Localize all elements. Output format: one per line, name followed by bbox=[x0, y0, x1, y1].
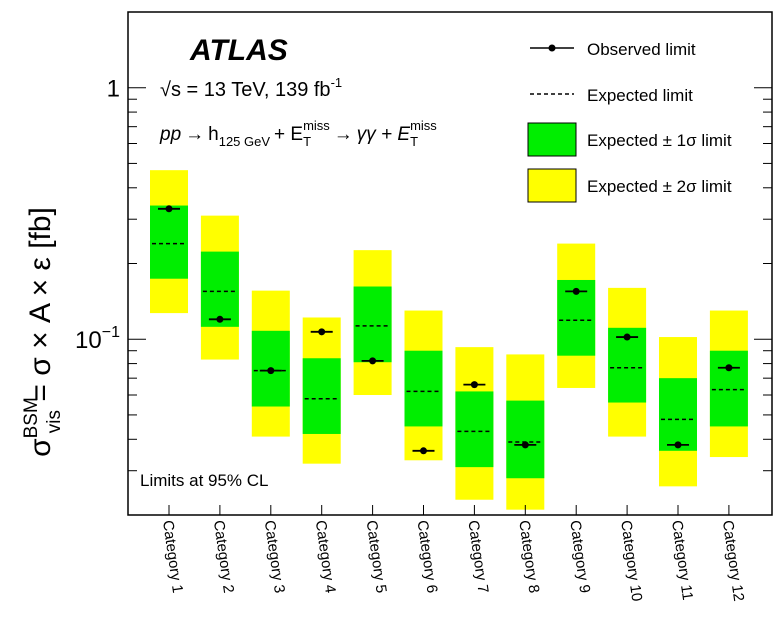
expected-bands-layer bbox=[150, 170, 748, 510]
y-axis-ticks: 1 10−1 bbox=[75, 11, 772, 516]
observed-limit-point bbox=[318, 328, 326, 336]
band-1sigma bbox=[506, 400, 545, 479]
legend-2sigma-label: Expected ± 2σ limit bbox=[587, 177, 732, 196]
legend-2sigma: Expected ± 2σ limit bbox=[527, 168, 732, 203]
band-1sigma bbox=[302, 358, 341, 434]
y-axis-title: σBSM vis = σ × A × ε [fb] bbox=[21, 207, 65, 457]
x-tick-label: Category 9 bbox=[566, 519, 593, 594]
legend-1sigma: Expected ± 1σ limit bbox=[527, 122, 732, 157]
legend-expected-label: Expected limit bbox=[587, 86, 693, 105]
legend: Observed limit Expected limit Expected ±… bbox=[527, 40, 732, 203]
x-tick-label: Category 5 bbox=[363, 519, 390, 594]
legend-1sigma-label: Expected ± 1σ limit bbox=[587, 131, 732, 150]
observed-limit-point bbox=[165, 205, 173, 213]
observed-limit-point bbox=[725, 364, 733, 372]
legend-expected: Expected limit bbox=[530, 86, 693, 105]
x-tick-label: Category 12 bbox=[719, 519, 747, 602]
band-1sigma bbox=[150, 205, 188, 279]
legend-observed: Observed limit bbox=[530, 40, 696, 59]
observed-limit-point bbox=[470, 381, 478, 389]
x-tick-label: Category 3 bbox=[261, 519, 288, 594]
x-tick-label: Category 8 bbox=[515, 519, 542, 594]
band-1sigma bbox=[455, 391, 494, 468]
band-1sigma bbox=[404, 350, 443, 427]
observed-limit-point bbox=[572, 287, 580, 295]
legend-observed-label: Observed limit bbox=[587, 40, 696, 59]
band-1sigma bbox=[709, 350, 748, 427]
x-tick-label: Category 2 bbox=[210, 519, 237, 594]
band-1sigma bbox=[659, 378, 697, 451]
observed-limit-point bbox=[674, 441, 682, 449]
band-1sigma bbox=[353, 286, 392, 363]
x-tick-label: Category 7 bbox=[464, 519, 491, 594]
limit-markers-layer bbox=[152, 205, 746, 455]
observed-limit-point bbox=[521, 441, 529, 449]
atlas-label: ATLAS bbox=[189, 34, 288, 67]
observed-limit-point bbox=[216, 315, 224, 323]
observed-limit-point bbox=[623, 333, 631, 341]
x-tick-label: Category 11 bbox=[668, 519, 696, 601]
y-tick-label: 10−1 bbox=[75, 324, 120, 354]
x-tick-label: Category 6 bbox=[414, 519, 441, 594]
observed-limit-point bbox=[369, 357, 377, 365]
cl-footnote: Limits at 95% CL bbox=[140, 471, 269, 490]
process-label: pp → h125 GeV + ETmiss → γγ + ETmiss bbox=[159, 118, 437, 149]
observed-limit-point bbox=[420, 447, 427, 455]
band-1sigma bbox=[200, 251, 239, 327]
observed-limit-point bbox=[267, 367, 275, 375]
y-tick-label: 1 bbox=[107, 76, 120, 103]
x-tick-label: Category 4 bbox=[312, 519, 339, 594]
x-tick-label: Category 10 bbox=[617, 519, 645, 602]
x-tick-label: Category 1 bbox=[159, 519, 186, 594]
energy-lumi-label: √s = 13 TeV, 139 fb-1 bbox=[160, 75, 342, 101]
x-axis-ticks: Category 1 Category 2 Category 3 Category 4… bbox=[159, 505, 747, 602]
